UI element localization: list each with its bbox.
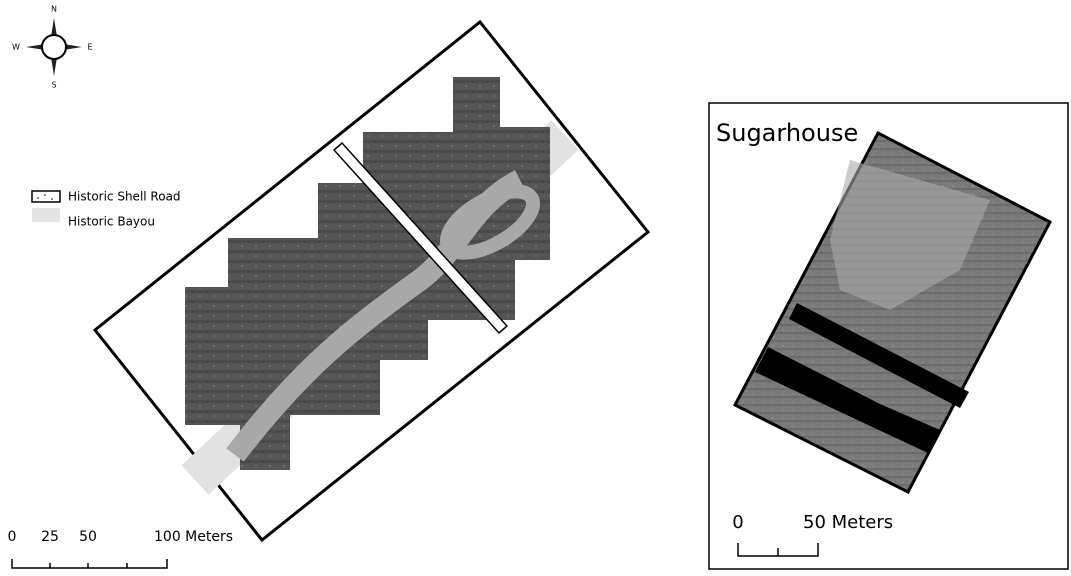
inset-scale-label: 50 Meters [803,512,893,533]
compass: N S W E [12,5,92,90]
legend-label: Historic Shell Road [68,190,181,204]
inset-scale-label: 0 [732,512,743,533]
scale-label: 0 [8,529,17,545]
compass-north: N [51,5,57,14]
main-map [95,22,648,540]
map-figure: N S W E Historic Shell Road Historic Bay… [0,0,1071,572]
survey-raster [185,77,550,470]
legend-label: Historic Bayou [68,215,155,229]
scale-label: 25 [41,529,59,545]
scale-label: 100 Meters [154,529,233,545]
compass-south: S [51,81,56,90]
scale-label: 50 [79,529,97,545]
legend-swatch-road [32,191,60,202]
inset: Sugarhouse 0 50 Meters [709,103,1068,569]
compass-east: E [87,43,92,52]
scale-bar: 0 25 50 100 Meters [8,529,233,568]
compass-west: W [12,43,20,52]
inset-title: Sugarhouse [716,119,858,147]
legend-swatch-bayou [32,208,60,222]
legend: Historic Shell Road Historic Bayou [32,190,181,229]
